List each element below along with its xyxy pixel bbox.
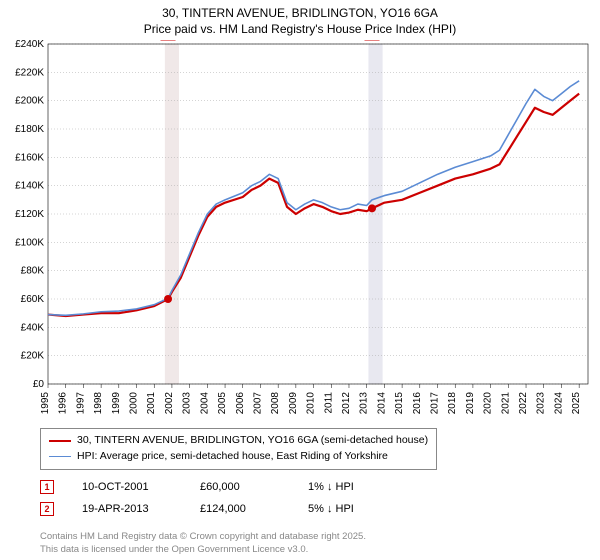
svg-text:2006: 2006 <box>235 392 246 415</box>
svg-text:2018: 2018 <box>447 392 458 415</box>
svg-text:2010: 2010 <box>306 392 317 415</box>
svg-text:2017: 2017 <box>430 392 441 415</box>
title-line-2: Price paid vs. HM Land Registry's House … <box>0 22 600 38</box>
svg-text:2002: 2002 <box>164 392 175 415</box>
transaction-price: £60,000 <box>200 481 280 493</box>
svg-text:2014: 2014 <box>376 392 387 415</box>
title-line-1: 30, TINTERN AVENUE, BRIDLINGTON, YO16 6G… <box>0 6 600 22</box>
svg-text:2016: 2016 <box>412 392 423 415</box>
svg-text:1997: 1997 <box>75 392 86 415</box>
price-chart: £0 £20K £40K £60K £80K £100K £120K £140K £160K £1… <box>0 40 600 420</box>
svg-text:£180K: £180K <box>15 124 44 135</box>
legend-label: 30, TINTERN AVENUE, BRIDLINGTON, YO16 6G… <box>77 433 428 449</box>
svg-text:1999: 1999 <box>111 392 122 415</box>
svg-text:2012: 2012 <box>341 392 352 415</box>
svg-text:£0: £0 <box>33 379 45 390</box>
svg-text:£20K: £20K <box>21 351 45 362</box>
svg-text:2011: 2011 <box>323 392 334 414</box>
transaction-row: 1 10-OCT-2001 £60,000 1% ↓ HPI <box>40 476 354 498</box>
svg-text:2013: 2013 <box>359 392 370 415</box>
svg-text:2022: 2022 <box>518 392 529 415</box>
legend: 30, TINTERN AVENUE, BRIDLINGTON, YO16 6G… <box>40 428 437 470</box>
transactions-table: 1 10-OCT-2001 £60,000 1% ↓ HPI 2 19-APR-2013 £… <box>40 476 354 520</box>
legend-swatch <box>49 440 71 442</box>
transaction-date: 19-APR-2013 <box>82 503 172 515</box>
transaction-row: 2 19-APR-2013 £124,000 5% ↓ HPI <box>40 498 354 520</box>
svg-text:£120K: £120K <box>15 209 44 220</box>
svg-text:2015: 2015 <box>394 392 405 415</box>
marker-label: 2 <box>40 502 54 516</box>
svg-text:2007: 2007 <box>252 392 263 415</box>
svg-text:1995: 1995 <box>40 392 51 415</box>
svg-text:2024: 2024 <box>553 392 564 415</box>
svg-text:£140K: £140K <box>15 181 44 192</box>
transaction-price: £124,000 <box>200 503 280 515</box>
legend-item-hpi: HPI: Average price, semi-detached house,… <box>49 449 428 465</box>
legend-swatch <box>49 456 71 458</box>
svg-text:2021: 2021 <box>500 392 511 415</box>
svg-text:£200K: £200K <box>15 96 44 107</box>
svg-text:2023: 2023 <box>536 392 547 415</box>
footer-line-1: Contains HM Land Registry data © Crown c… <box>40 531 366 543</box>
svg-text:£40K: £40K <box>21 322 45 333</box>
svg-text:2009: 2009 <box>288 392 299 415</box>
svg-text:2019: 2019 <box>465 392 476 415</box>
svg-text:2001: 2001 <box>146 392 157 415</box>
svg-text:2003: 2003 <box>182 392 193 415</box>
svg-text:2020: 2020 <box>483 392 494 415</box>
marker-label: 1 <box>40 480 54 494</box>
svg-text:£220K: £220K <box>15 67 44 78</box>
footer-line-2: This data is licensed under the Open Gov… <box>40 544 366 556</box>
svg-text:2004: 2004 <box>199 392 210 415</box>
transaction-diff: 1% ↓ HPI <box>308 481 354 493</box>
svg-text:£60K: £60K <box>21 294 45 305</box>
transaction-diff: 5% ↓ HPI <box>308 503 354 515</box>
svg-text:2005: 2005 <box>217 392 228 415</box>
svg-text:£80K: £80K <box>21 266 45 277</box>
svg-text:£160K: £160K <box>15 152 44 163</box>
footer-attribution: Contains HM Land Registry data © Crown c… <box>40 531 366 556</box>
legend-label: HPI: Average price, semi-detached house,… <box>77 449 388 465</box>
chart-title: 30, TINTERN AVENUE, BRIDLINGTON, YO16 6G… <box>0 0 600 39</box>
svg-text:£240K: £240K <box>15 40 44 50</box>
svg-text:2000: 2000 <box>129 392 140 415</box>
svg-text:£100K: £100K <box>15 237 44 248</box>
svg-text:2008: 2008 <box>270 392 281 415</box>
svg-text:1998: 1998 <box>93 392 104 415</box>
transaction-date: 10-OCT-2001 <box>82 481 172 493</box>
legend-item-price-paid: 30, TINTERN AVENUE, BRIDLINGTON, YO16 6G… <box>49 433 428 449</box>
svg-text:1996: 1996 <box>58 392 69 415</box>
svg-text:2025: 2025 <box>571 392 582 415</box>
